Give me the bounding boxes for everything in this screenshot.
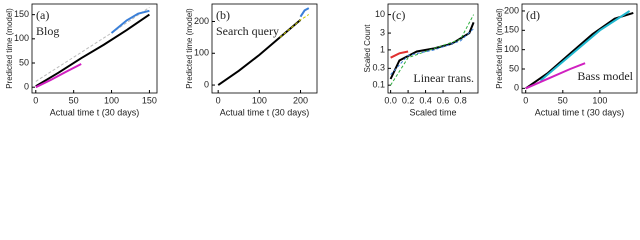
y-tick-label: 10 — [375, 9, 385, 19]
plot-frame — [211, 3, 318, 94]
plot-frame — [521, 3, 638, 94]
x-tick-label: 0.0 — [384, 95, 397, 105]
x-tick-label: 50 — [69, 95, 79, 105]
y-tick-label: 150 — [14, 9, 29, 19]
x-tick-label: 0 — [33, 95, 38, 105]
y-tick-label: 200 — [194, 16, 209, 26]
y-tick-label: 0.1 — [372, 80, 385, 90]
annotation: Search query — [216, 24, 279, 38]
x-tick-label: 0 — [216, 95, 221, 105]
y-tick-label: 200 — [504, 5, 519, 15]
x-axis-label: Scaled time — [409, 107, 456, 117]
panel-label: (c) — [392, 8, 405, 22]
annotation: Blog — [36, 24, 59, 38]
series-line — [35, 13, 150, 88]
x-tick-label: 150 — [142, 95, 157, 105]
y-axis-label: Predicted time (model) — [185, 8, 194, 89]
x-tick-label: 0.6 — [437, 95, 450, 105]
x-axis-label: Actual time t (30 days) — [50, 107, 140, 117]
x-axis-label: Actual time t (30 days) — [535, 107, 625, 117]
series-line — [35, 6, 150, 82]
x-tick-label: 100 — [104, 95, 119, 105]
y-tick-label: 1 — [380, 44, 385, 54]
y-tick-label: 0 — [204, 79, 209, 89]
x-tick-label: 100 — [592, 95, 607, 105]
series-line — [390, 28, 474, 75]
series-line — [217, 19, 302, 86]
plot-frame — [387, 3, 479, 94]
plot-frame — [31, 3, 158, 94]
panel-label: (b) — [216, 8, 230, 22]
y-tick-label: 0 — [514, 83, 519, 93]
series-line — [390, 14, 475, 86]
y-tick-label: 100 — [194, 48, 209, 58]
y-tick-label: 50 — [509, 63, 519, 73]
y-tick-label: 0 — [24, 82, 29, 92]
y-tick-label: 150 — [504, 25, 519, 35]
series-line — [525, 62, 586, 90]
annotation: Linear trans. — [413, 71, 474, 85]
y-tick-label: 50 — [19, 57, 29, 67]
series-line — [110, 9, 150, 34]
y-axis-label: Scaled Count — [363, 24, 372, 73]
series-line — [390, 50, 409, 59]
annotation: Bass model — [577, 69, 633, 83]
series-line — [35, 63, 82, 89]
x-tick-label: 0.8 — [454, 95, 467, 105]
x-tick-label: 200 — [293, 95, 308, 105]
series-line — [539, 10, 631, 82]
series-line — [279, 14, 310, 38]
y-axis-label: Predicted time (model) — [495, 8, 504, 89]
y-tick-label: 100 — [14, 33, 29, 43]
x-tick-label: 0.2 — [402, 95, 415, 105]
y-tick-label: 0.3 — [372, 63, 385, 73]
x-tick-label: 100 — [252, 95, 267, 105]
series-line — [299, 7, 310, 18]
x-tick-label: 50 — [558, 95, 568, 105]
x-tick-label: 0.4 — [419, 95, 432, 105]
panel-label: (d) — [526, 8, 540, 22]
y-tick-label: 100 — [504, 44, 519, 54]
x-tick-label: 0 — [523, 95, 528, 105]
x-axis-label: Actual time t (30 days) — [220, 107, 310, 117]
y-axis-label: Predicted time (model) — [5, 8, 14, 89]
panel-label: (a) — [36, 8, 49, 22]
y-tick-label: 3 — [380, 27, 385, 37]
